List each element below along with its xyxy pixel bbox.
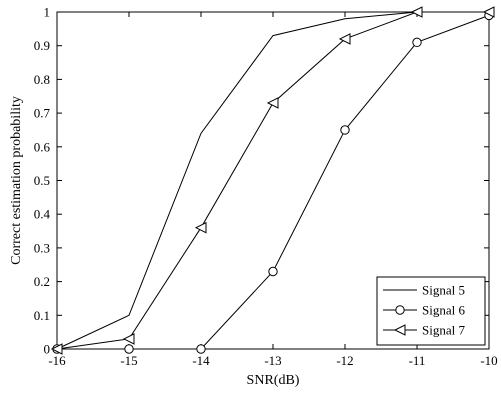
series-3 — [50, 6, 495, 355]
data-point — [122, 333, 135, 345]
x-tick-label: -14 — [192, 353, 210, 368]
legend-marker — [393, 324, 406, 336]
y-tick-label: 0.2 — [34, 274, 50, 289]
legend-entry-label: Signal 6 — [422, 303, 465, 318]
y-tick-label: 0.7 — [34, 106, 51, 121]
data-point — [338, 33, 351, 45]
y-tick-label: 1 — [44, 5, 51, 20]
legend: Signal 5 Signal 6 Signal 7 — [376, 276, 486, 346]
data-point — [412, 37, 422, 48]
x-tick-label: -12 — [336, 353, 353, 368]
data-point — [482, 6, 495, 18]
data-point — [268, 266, 278, 277]
series-group — [50, 6, 495, 355]
x-tick-label: -11 — [409, 353, 426, 368]
legend-entry-label: Signal 5 — [422, 283, 465, 298]
data-point — [196, 344, 206, 354]
x-tick-label: -16 — [48, 353, 66, 368]
data-point — [340, 125, 350, 135]
data-point — [50, 343, 63, 355]
x-tick-label: -15 — [120, 353, 137, 368]
axis-ticks: -16 -15 -14 -13 -12 -11 -10 0 0.1 0.2 0.3 0.4 0.5 0.6… — [34, 5, 498, 369]
y-tick-label: 0.6 — [34, 139, 51, 154]
x-tick-label: -13 — [264, 353, 281, 368]
y-tick-label: 0.8 — [34, 72, 50, 87]
y-axis-label: Correct estimation probability — [9, 96, 24, 265]
legend-box — [376, 276, 486, 346]
y-tick-label: 0 — [44, 342, 51, 357]
x-axis-label: SNR(dB) — [247, 373, 300, 388]
y-tick-label: 0.4 — [34, 207, 51, 222]
y-tick-label: 0.9 — [34, 38, 50, 53]
data-point — [410, 6, 423, 18]
data-point — [124, 344, 134, 354]
x-tick-label: -10 — [480, 353, 497, 368]
data-point — [194, 221, 207, 234]
y-tick-label: 0.5 — [34, 173, 50, 188]
legend-marker — [395, 305, 405, 315]
y-tick-label: 0.3 — [34, 240, 50, 255]
data-point — [266, 97, 279, 109]
y-tick-label: 0.1 — [34, 308, 50, 323]
legend-entry-label: Signal 7 — [422, 323, 465, 338]
